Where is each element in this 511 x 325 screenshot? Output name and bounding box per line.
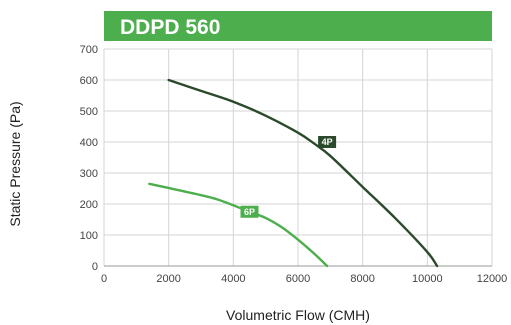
chart-title: DDPD 560 [120,16,220,39]
series-label-4p: 4P [322,137,333,147]
y-tick-label: 700 [80,44,98,56]
x-tick-label: 2000 [156,273,180,285]
x-tick-label: 4000 [221,273,245,285]
y-tick-label: 0 [92,261,98,273]
series-badge-6p [240,205,259,218]
series-group: 4P 6P [148,78,439,268]
y-tick-label: 500 [80,106,98,118]
y-tick-label: 200 [80,199,98,211]
x-tick-label: 10000 [412,273,443,285]
tick-labels: 0 2000 4000 6000 8000 10000 12000 0 100 200 300 400… [80,44,508,285]
series-line-4p [167,78,439,268]
x-tick-label: 6000 [286,273,310,285]
y-tick-label: 400 [80,137,98,149]
x-tick-label: 12000 [477,273,508,285]
x-axis-label: Volumetric Flow (CMH) [226,307,370,323]
x-tick-label: 8000 [350,273,374,285]
title-bar [104,11,492,41]
grid [103,48,493,267]
series-badge-4p [318,136,337,148]
series-line-6p [148,182,329,268]
x-tick-label: 0 [101,273,107,285]
y-axis-label: Static Pressure (Pa) [7,101,23,226]
y-tick-label: 600 [80,75,98,87]
y-tick-label: 100 [80,230,98,242]
y-tick-label: 300 [80,168,98,180]
series-label-6p: 6P [244,207,255,217]
